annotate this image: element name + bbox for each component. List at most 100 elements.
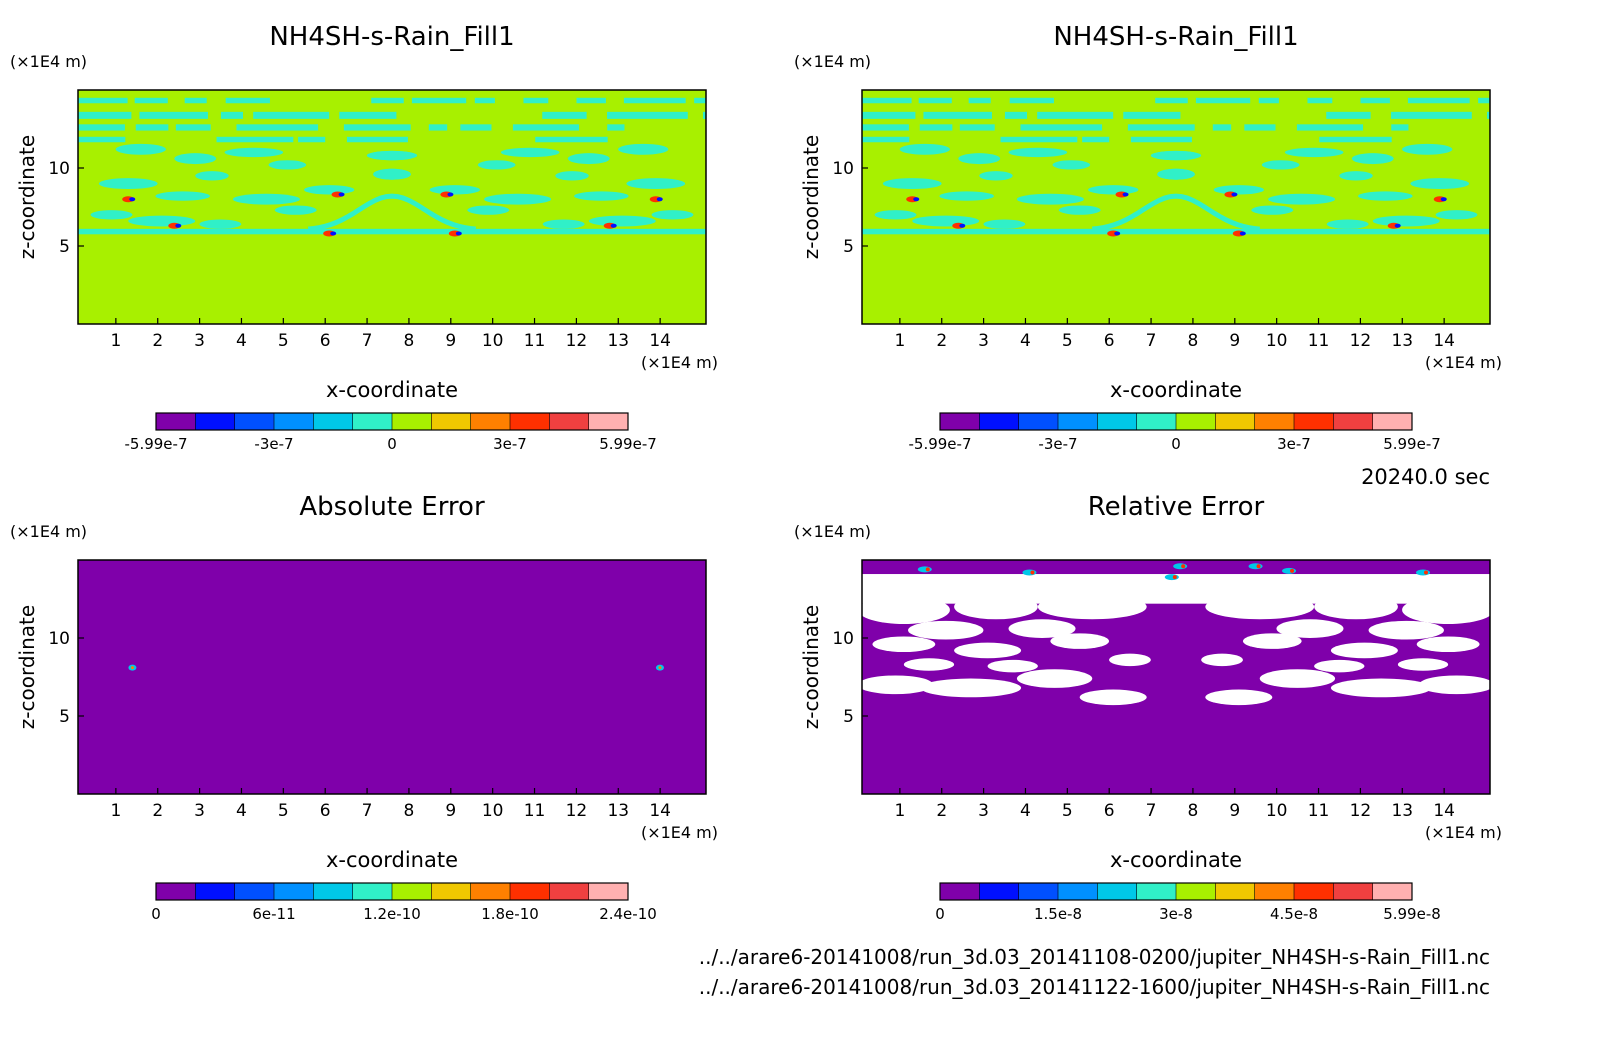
x-tick-label: 1 (110, 801, 121, 821)
field-spot-core (610, 223, 617, 228)
colorbar-swatch (470, 413, 511, 430)
colorbar-label: 5.99e-8 (1383, 905, 1441, 923)
field-spot-core (129, 197, 136, 202)
y-unit-label: (×1E4 m) (794, 52, 871, 71)
colorbar-swatch (313, 883, 354, 900)
gap-blob (954, 642, 1022, 659)
gap-blob (862, 675, 934, 695)
field-blob (1016, 193, 1084, 205)
chart-title: NH4SH-s-Rain_Fill1 (1053, 22, 1298, 52)
field-blob (373, 168, 411, 180)
field-blob (90, 210, 133, 220)
y-axis-label: z-coordinate (799, 135, 823, 259)
colorbar-label: 5.99e-7 (1383, 435, 1441, 453)
field-blob (304, 185, 355, 195)
field-band (339, 111, 397, 119)
x-axis-label: x-coordinate (1110, 378, 1242, 402)
field-blob (939, 191, 994, 201)
field-spot-core (1122, 192, 1129, 197)
chart-title: Relative Error (1088, 492, 1265, 522)
colorbar-swatch (195, 883, 236, 900)
field-band (1307, 97, 1333, 104)
x-unit-label: (×1E4 m) (1425, 353, 1502, 372)
field-spot-core (1239, 231, 1246, 236)
gap-blob (1402, 595, 1490, 624)
colorbar-swatch (1176, 413, 1216, 430)
y-unit-label: (×1E4 m) (794, 522, 871, 541)
colorbar-swatch (1058, 883, 1098, 900)
x-tick-label: 4 (1020, 801, 1031, 821)
field-spot-core (330, 231, 337, 236)
field-band (460, 124, 492, 131)
colorbar-label: 0 (387, 435, 397, 453)
field-blob (1284, 147, 1344, 158)
gap-blob (1276, 619, 1344, 638)
gap-blob (1201, 653, 1243, 667)
gap-blob (1330, 642, 1398, 659)
x-tick-label: 9 (445, 331, 456, 351)
x-tick-label: 8 (404, 801, 415, 821)
colorbar-swatch (392, 413, 432, 430)
colorbar-swatch (1372, 883, 1413, 900)
colorbar-swatch (1176, 883, 1216, 900)
x-tick-label: 2 (936, 801, 947, 821)
field-band (253, 111, 330, 119)
x-tick-label: 10 (1266, 801, 1288, 821)
field-band (139, 111, 208, 119)
speckle-core (1172, 575, 1177, 580)
field-band (623, 97, 686, 104)
x-tick-label: 14 (649, 801, 671, 821)
x-tick-label: 13 (607, 801, 629, 821)
x-unit-label: (×1E4 m) (641, 353, 718, 372)
field-blob (1058, 205, 1101, 215)
field-band (862, 124, 909, 131)
field-blob (98, 178, 158, 190)
field-band (175, 124, 211, 131)
field-band (1391, 111, 1472, 119)
field-band (959, 124, 995, 131)
gap-blob (1016, 669, 1093, 688)
speckle-core (1424, 570, 1429, 575)
x-tick-label: 2 (152, 801, 163, 821)
field-spot-core (447, 192, 454, 197)
field-band (1130, 136, 1192, 143)
x-tick-label: 12 (1350, 801, 1372, 821)
field-spot-core (658, 666, 662, 670)
colorbar-swatch (1215, 883, 1256, 900)
field-blob (155, 191, 210, 201)
colorbar-swatch (588, 883, 629, 900)
gap-blob (1416, 636, 1480, 653)
y-tick-label: 10 (832, 629, 854, 649)
colorbar-swatch (1058, 413, 1098, 430)
colorbar-label: 0 (935, 905, 945, 923)
field-band (702, 111, 706, 119)
colorbar-label: 3e-8 (1159, 905, 1193, 923)
colorbar-swatch (234, 883, 275, 900)
colorbar-swatch (156, 413, 196, 430)
y-tick-label: 5 (843, 707, 854, 727)
x-tick-label: 13 (607, 331, 629, 351)
field-background (78, 560, 706, 794)
colorbar-swatch (1254, 883, 1295, 900)
field-blob (588, 215, 656, 227)
x-tick-label: 3 (978, 331, 989, 351)
x-tick-label: 13 (1391, 801, 1413, 821)
colorbar-swatch (1333, 413, 1374, 430)
y-axis-label: z-coordinate (15, 135, 39, 259)
gap-blob (1050, 633, 1110, 649)
x-tick-label: 6 (1104, 331, 1115, 351)
x-tick-label: 10 (482, 801, 504, 821)
field-band (216, 136, 294, 143)
field-spot-core (338, 192, 345, 197)
field-blob (1326, 219, 1369, 229)
colorbar-swatch (549, 883, 590, 900)
field-band (862, 111, 916, 119)
field-spot-core (1394, 223, 1401, 228)
x-tick-label: 4 (236, 331, 247, 351)
field-band (1123, 111, 1181, 119)
x-tick-label: 7 (1146, 331, 1157, 351)
field-blob (1339, 171, 1373, 181)
x-axis-label: x-coordinate (326, 848, 458, 872)
gap-blob (903, 658, 955, 671)
field-blob (1213, 185, 1264, 195)
